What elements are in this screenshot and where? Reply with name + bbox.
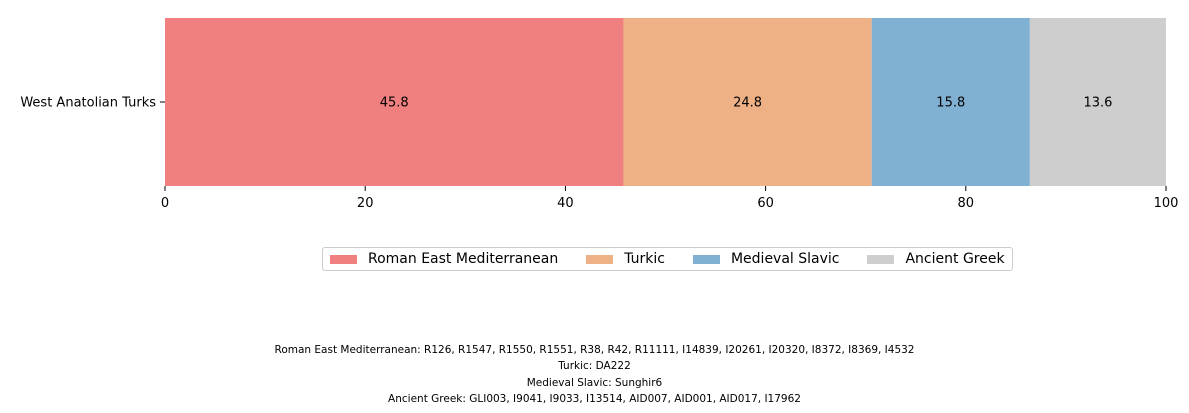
- bars-group: 45.8 24.8 15.8 13.6: [165, 18, 1166, 186]
- bar-segment-turkic: [623, 18, 872, 186]
- bar-segment-medieval-slavic: [871, 18, 1030, 186]
- x-tick-label: 40: [557, 196, 574, 211]
- data-label: 15.8: [936, 96, 965, 111]
- legend: Roman East Mediterranean Turkic Medieval…: [322, 247, 1013, 271]
- stacked-bar-chart: 45.8 24.8 15.8 13.6 0 20 40 60 80 100 West Anato…: [20, 18, 1179, 211]
- bar-segment-roman-east-mediterranean: [165, 18, 624, 186]
- legend-swatch: [586, 254, 614, 264]
- bar-segment-ancient-greek: [1029, 18, 1166, 186]
- x-tick-label: 60: [757, 196, 774, 211]
- data-label: 45.8: [380, 96, 409, 111]
- y-tick-label: West Anatolian Turks: [20, 96, 156, 111]
- legend-label: Turkic: [624, 251, 665, 267]
- data-label: 24.8: [733, 96, 762, 111]
- legend-label: Ancient Greek: [905, 251, 1005, 267]
- x-axis: 0 20 40 60 80 100: [161, 186, 1179, 211]
- y-axis: West Anatolian Turks: [20, 96, 165, 111]
- x-tick-label: 20: [357, 196, 374, 211]
- legend-item-turkic: Turkic: [586, 251, 665, 267]
- legend-label: Roman East Mediterranean: [368, 251, 559, 267]
- footnote-roman-east-mediterranean: Roman East Mediterranean: R126, R1547, R…: [274, 344, 915, 356]
- legend-item-roman-east-mediterranean: Roman East Mediterranean: [330, 251, 558, 267]
- legend-label: Medieval Slavic: [730, 251, 840, 267]
- legend-swatch: [330, 254, 357, 264]
- footnote-ancient-greek: Ancient Greek: GLI003, I9041, I9033, I13…: [388, 392, 801, 405]
- legend-swatch: [692, 254, 720, 264]
- legend-item-medieval-slavic: Medieval Slavic: [692, 251, 840, 267]
- data-label: 13.6: [1083, 96, 1112, 111]
- legend-swatch: [867, 254, 895, 264]
- footnote-medieval-slavic: Medieval Slavic: Sunghir6: [526, 376, 663, 389]
- x-tick-label: 80: [958, 196, 975, 211]
- x-tick-label: 0: [161, 196, 169, 211]
- sample-footnotes: Roman East Mediterranean: R126, R1547, R…: [0, 342, 1189, 407]
- footnote-turkic: Turkic: DA222: [558, 360, 631, 373]
- x-tick-label: 100: [1154, 196, 1179, 211]
- legend-item-ancient-greek: Ancient Greek: [867, 251, 1005, 267]
